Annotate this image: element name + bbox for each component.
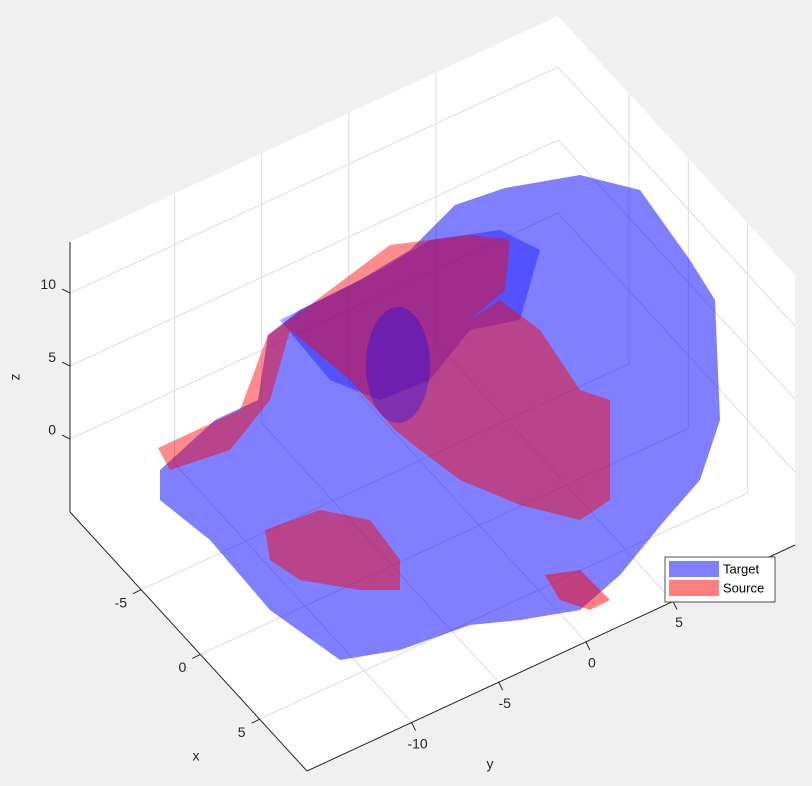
target-surface: [280, 230, 540, 400]
target-surface: [366, 307, 430, 423]
grid-line: [69, 66, 796, 327]
z-axis-label: z: [7, 374, 23, 381]
z-tick: [61, 361, 71, 367]
legend-swatch: [669, 580, 719, 596]
grid-line: [69, 139, 796, 400]
legend-label: Source: [723, 580, 764, 595]
y-tick: [585, 641, 591, 651]
y-tick-label: -5: [498, 695, 511, 711]
source-surface: [545, 570, 610, 610]
z-tick: [61, 434, 71, 440]
x-tick: [132, 589, 142, 595]
legend-swatch: [669, 561, 719, 577]
x-tick: [251, 718, 260, 724]
x-tick-label: -5: [115, 594, 128, 610]
surfaces: [158, 175, 720, 660]
legend-label: Target: [723, 561, 760, 576]
x-axis-label: x: [193, 748, 200, 764]
y-tick-label: 5: [675, 614, 683, 630]
x-tick-label: 5: [238, 724, 246, 740]
grid-line: [259, 223, 749, 720]
y-tick: [672, 601, 678, 610]
x-tick-label: 0: [179, 659, 187, 675]
z-tick-label: 10: [40, 276, 56, 292]
y-tick-label: -10: [407, 735, 427, 751]
y-axis-label: y: [487, 756, 494, 772]
y-tick: [498, 681, 504, 691]
source-surface: [158, 235, 610, 520]
z-tick: [61, 288, 71, 294]
target-surface: [160, 175, 720, 660]
source-surface: [265, 510, 400, 590]
y-tick: [411, 722, 417, 731]
y-tick-label: 0: [588, 655, 596, 671]
z-tick-label: 5: [48, 349, 56, 365]
legend: Target Source: [664, 556, 776, 603]
z-tick-label: 0: [48, 422, 56, 438]
x-axis: [69, 511, 308, 772]
x-tick: [192, 654, 201, 659]
